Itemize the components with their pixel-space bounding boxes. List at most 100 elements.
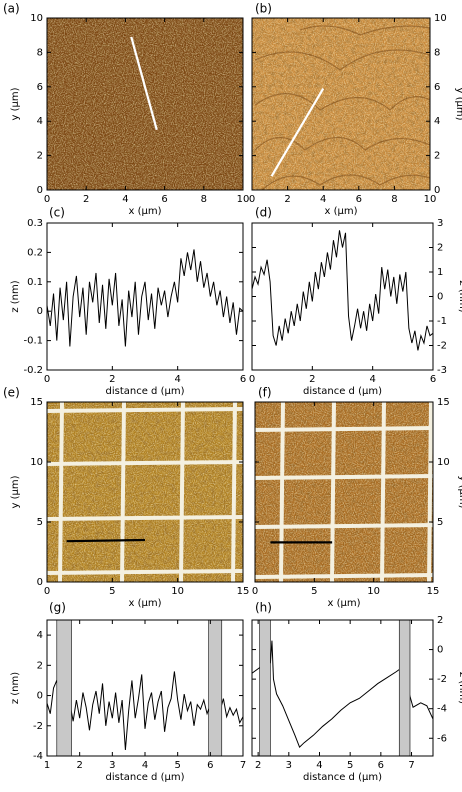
y-tick-label: 15 — [30, 397, 43, 408]
y-tick-label: 10 — [434, 13, 447, 24]
x-tick-label: 2 — [76, 760, 82, 771]
x-tick-label: 0 — [249, 374, 255, 385]
y-tick-label: 3 — [437, 218, 443, 229]
x-tick-label: 2 — [109, 374, 115, 385]
y-tick-label: 0 — [437, 292, 443, 303]
x-tick-label: 6 — [430, 374, 436, 385]
y-tick-label: 6 — [434, 82, 440, 93]
y-tick-label: 0 — [37, 185, 43, 196]
x-tick-label: 6 — [240, 374, 246, 385]
x-tick-label: 8 — [201, 194, 207, 205]
x-tick-label: 0 — [249, 194, 255, 205]
panel-label: (h) — [255, 601, 272, 615]
y-tick-label: 2 — [434, 151, 440, 162]
x-tick-label: 3 — [109, 760, 115, 771]
grid-pattern — [254, 401, 434, 583]
x-tick-label: 0 — [44, 374, 50, 385]
y-tick-label: -2 — [437, 341, 447, 352]
y-tick-label: 0 — [437, 645, 443, 656]
panel-label: (c) — [49, 206, 65, 220]
y-tick-label: 0.2 — [27, 247, 43, 258]
y-tick-label: 2 — [37, 660, 43, 671]
x-tick-label: 2 — [255, 760, 261, 771]
y-axis-label: y (µm) — [457, 475, 462, 508]
shaded-region — [56, 619, 72, 757]
x-tick-label: 4 — [316, 760, 322, 771]
x-tick-label: 2 — [284, 194, 290, 205]
x-tick-label: 6 — [356, 194, 362, 205]
grid-pattern — [46, 401, 244, 583]
x-tick-label: 5 — [347, 760, 353, 771]
x-tick-label: 0 — [44, 194, 50, 205]
x-tick-label: 4 — [174, 374, 180, 385]
panel-label: (f) — [258, 386, 272, 400]
panel-label: (a) — [3, 2, 20, 16]
scan-line — [130, 36, 158, 131]
shaded-region — [259, 619, 271, 757]
x-tick-label: 3 — [286, 760, 292, 771]
y-axis-label: y (µm) — [10, 87, 21, 120]
x-tick-label: 5 — [174, 760, 180, 771]
y-tick-label: -2 — [437, 674, 447, 685]
y-tick-label: -3 — [437, 365, 447, 376]
x-axis-label: distance d (µm) — [303, 386, 382, 397]
afm-texture — [252, 18, 430, 190]
x-axis-label: x (µm) — [128, 598, 161, 609]
x-tick-label: 6 — [161, 194, 167, 205]
y-axis-label: z (nm) — [457, 280, 462, 312]
scan-line — [270, 87, 325, 177]
y-tick-label: 8 — [37, 47, 43, 58]
x-tick-label: 4 — [369, 374, 375, 385]
y-tick-label: 15 — [437, 397, 450, 408]
axes-frame — [251, 619, 434, 757]
terrace-steps — [254, 25, 431, 191]
y-tick-label: 2 — [37, 151, 43, 162]
afm-texture — [47, 18, 243, 190]
x-tick-label: 15 — [237, 586, 250, 597]
axes-frame — [46, 17, 244, 191]
x-tick-label: 7 — [240, 760, 246, 771]
y-axis-label: z (nm) — [457, 672, 462, 704]
y-axis-label: z (nm) — [10, 280, 21, 312]
x-axis-label: distance d (µm) — [303, 772, 382, 783]
axes-frame — [254, 401, 434, 583]
panel-label: (b) — [255, 2, 272, 16]
y-tick-label: 4 — [37, 116, 43, 127]
y-tick-label: 10 — [30, 13, 43, 24]
x-axis-label: x (µm) — [327, 598, 360, 609]
x-tick-label: 8 — [391, 194, 397, 205]
panel-label: (d) — [255, 206, 272, 220]
y-tick-label: 10 — [437, 457, 450, 468]
y-axis-label: y (µm) — [454, 87, 462, 120]
y-axis-label: y (µm) — [10, 475, 21, 508]
x-tick-label: 4 — [320, 194, 326, 205]
y-tick-label: 0.1 — [27, 277, 43, 288]
y-tick-label: -2 — [33, 721, 43, 732]
y-tick-label: -1 — [437, 316, 447, 327]
y-tick-label: 2 — [437, 615, 443, 626]
x-tick-label: 5 — [311, 586, 317, 597]
shaded-region — [208, 619, 223, 757]
panel-label: (g) — [49, 601, 66, 615]
x-tick-label: 10 — [367, 586, 380, 597]
y-tick-label: 4 — [37, 630, 43, 641]
x-axis-label: distance d (µm) — [106, 772, 185, 783]
y-tick-label: 4 — [434, 116, 440, 127]
y-tick-label: 6 — [37, 82, 43, 93]
x-axis-label: x (µm) — [324, 206, 357, 217]
y-tick-label: 0 — [434, 185, 440, 196]
y-tick-label: -4 — [33, 751, 43, 762]
y-tick-label: 0 — [37, 691, 43, 702]
x-tick-label: 0 — [252, 586, 258, 597]
x-tick-label: 10 — [171, 586, 184, 597]
x-axis-label: x (µm) — [128, 206, 161, 217]
x-tick-label: 10 — [424, 194, 437, 205]
y-tick-label: 5 — [437, 517, 443, 528]
y-tick-label: -0.2 — [23, 365, 43, 376]
y-tick-label: 10 — [30, 457, 43, 468]
x-tick-label: 6 — [378, 760, 384, 771]
y-tick-label: 5 — [37, 517, 43, 528]
profile-line — [251, 230, 434, 351]
